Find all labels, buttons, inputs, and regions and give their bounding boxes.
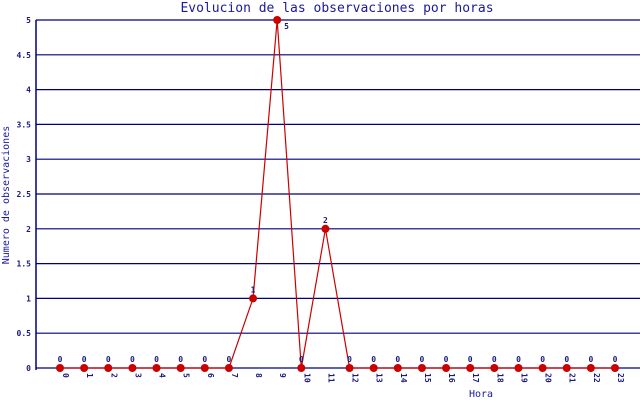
x-tick-label: 9 [278, 373, 287, 378]
x-tick-label: 5 [182, 373, 191, 378]
x-tick-label: 14 [399, 373, 408, 383]
data-point [152, 364, 161, 372]
data-point [249, 294, 258, 303]
data-label: 0 [371, 355, 376, 364]
x-tick-label: 16 [447, 373, 456, 383]
data-point [393, 364, 402, 372]
y-axis-label: Numero de observaciones [1, 126, 12, 264]
data-label: 0 [82, 355, 87, 364]
series-line [60, 19, 615, 369]
data-label: 0 [613, 355, 618, 364]
data-point [369, 364, 378, 372]
y-tick-label: 0.5 [17, 329, 32, 338]
x-tick-label: 3 [133, 373, 142, 378]
data-label: 0 [202, 355, 207, 364]
data-point [442, 364, 451, 372]
data-label: 0 [564, 355, 569, 364]
data-label: 0 [106, 355, 111, 364]
data-point [538, 364, 547, 372]
x-tick-label: 1 [85, 373, 94, 378]
data-point [56, 364, 64, 372]
data-label: 0 [347, 355, 352, 364]
data-point [345, 364, 354, 372]
y-tick-label: 1 [26, 294, 31, 303]
data-label: 1 [251, 285, 256, 294]
y-tick-label: 5 [26, 16, 31, 25]
y-tick-label: 4.5 [17, 51, 32, 60]
data-label: 0 [154, 355, 159, 364]
x-tick-label: 23 [616, 373, 625, 383]
x-tick-label: 20 [544, 373, 553, 383]
data-point [128, 364, 137, 372]
data-label: 0 [540, 355, 545, 364]
data-point [200, 364, 209, 372]
data-label: 2 [323, 216, 328, 225]
data-label: 0 [226, 355, 231, 364]
x-tick-label: 12 [351, 373, 360, 383]
y-tick-label: 4 [26, 86, 31, 95]
x-tick-label: 0 [61, 373, 70, 378]
x-axis-label: Hora [469, 389, 493, 400]
y-tick-label: 2 [26, 225, 31, 234]
data-point [586, 364, 595, 372]
x-tick-label: 18 [495, 373, 504, 383]
y-tick-label: 1.5 [17, 260, 32, 269]
data-label: 0 [178, 355, 183, 364]
data-label: 0 [395, 355, 400, 364]
x-tick-label: 4 [158, 373, 167, 378]
data-point [490, 364, 499, 372]
data-label: 0 [420, 355, 425, 364]
y-tick-label: 3 [26, 155, 31, 164]
chart-title: Evolucion de las observaciones por horas [180, 1, 493, 16]
x-tick-label: 6 [206, 373, 215, 378]
data-point [466, 364, 475, 372]
data-point [321, 224, 330, 233]
data-point [611, 364, 619, 372]
data-point [224, 364, 233, 372]
data-label: 0 [130, 355, 135, 364]
x-tick-label: 19 [519, 373, 528, 383]
y-tick-label: 3.5 [17, 120, 32, 129]
x-tick-label: 21 [568, 373, 577, 383]
data-label: 0 [444, 355, 449, 364]
data-point [417, 364, 426, 372]
data-label: 0 [492, 355, 497, 364]
data-point [80, 364, 89, 372]
x-tick-label: 7 [230, 373, 239, 378]
x-tick-label: 11 [326, 373, 335, 383]
data-point [297, 364, 306, 372]
data-label: 5 [284, 22, 289, 31]
x-tick-label: 13 [375, 373, 384, 383]
x-tick-label: 22 [592, 373, 601, 383]
data-point [176, 364, 185, 372]
data-point [104, 364, 113, 372]
data-label: 0 [516, 355, 521, 364]
x-tick-label: 17 [471, 373, 480, 383]
x-tick-label: 8 [254, 373, 263, 378]
x-tick-label: 10 [302, 373, 311, 383]
y-tick-label: 2.5 [17, 190, 32, 199]
data-label: 0 [299, 355, 304, 364]
x-tick-label: 2 [109, 373, 118, 378]
y-tick-label: 0 [26, 364, 31, 373]
data-label: 0 [588, 355, 593, 364]
data-point [273, 16, 282, 24]
data-point [562, 364, 571, 372]
data-label: 0 [58, 355, 63, 364]
data-point [514, 364, 523, 372]
x-tick-label: 15 [423, 373, 432, 383]
data-label: 0 [468, 355, 473, 364]
